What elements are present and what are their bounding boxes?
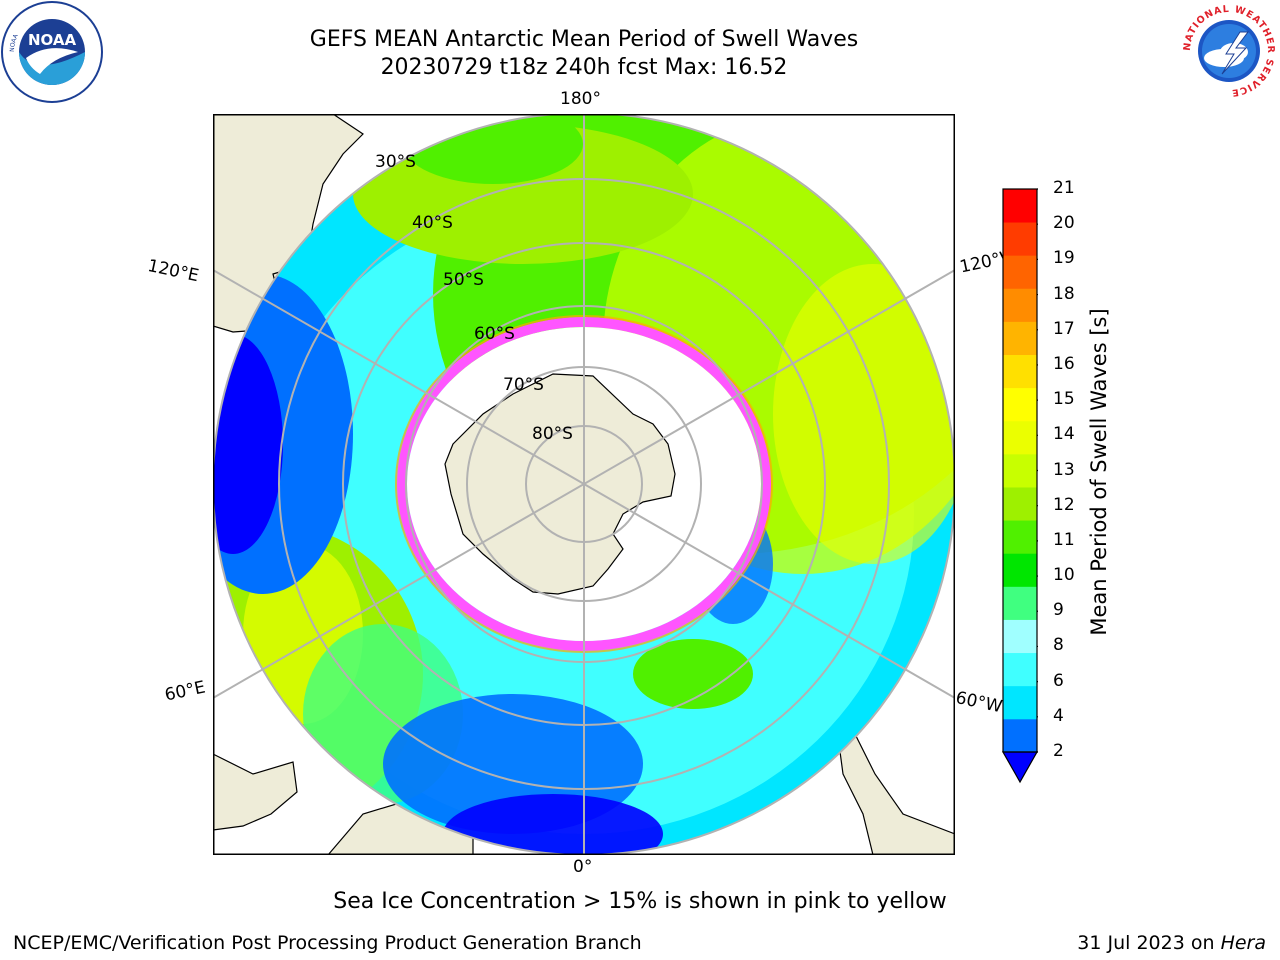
- colorbar-tick-label: 4: [1053, 705, 1064, 726]
- colorbar-cell: [1003, 685, 1037, 720]
- svg-text:NOAA: NOAA: [28, 31, 77, 49]
- lat-label-60s: 60°S: [474, 324, 515, 344]
- lat-label-50s: 50°S: [443, 270, 484, 290]
- lon-label-0: 0°: [573, 857, 593, 877]
- colorbar-tick-label: 11: [1053, 529, 1075, 550]
- colorbar: [1002, 188, 1038, 784]
- lat-label-30s: 30°S: [375, 152, 416, 172]
- lon-label-180: 180°: [560, 89, 601, 109]
- colorbar-title: Mean Period of Swell Waves [s]: [1087, 308, 1111, 636]
- colorbar-cell: [1003, 652, 1037, 687]
- date-line: 31 Jul 2023 on Hera: [1077, 932, 1266, 954]
- colorbar-cell: [1003, 487, 1037, 521]
- colorbar-cell: [1003, 718, 1037, 753]
- lon-label-120e: 120°E: [145, 256, 201, 287]
- nws-logo: NATIONAL WEATHER SERVICE: [1180, 2, 1278, 100]
- colorbar-cell: [1003, 354, 1037, 389]
- noaa-logo: NOAA NOAA: [1, 1, 103, 103]
- colorbar-cell: [1003, 619, 1037, 654]
- lat-label-40s: 40°S: [412, 213, 453, 233]
- colorbar-tick-label: 17: [1053, 318, 1075, 339]
- colorbar-cell: [1003, 222, 1037, 256]
- colorbar-tick-label: 12: [1053, 494, 1075, 515]
- colorbar-cell: [1003, 453, 1037, 488]
- colorbar-tick-label: 19: [1053, 248, 1075, 269]
- colorbar-extend-arrow: [1002, 751, 1038, 784]
- antarctica: [444, 373, 676, 595]
- credit-line: NCEP/EMC/Verification Post Processing Pr…: [13, 932, 642, 954]
- lat-label-70s: 70°S: [503, 375, 544, 395]
- colorbar-tick-label: 15: [1053, 389, 1075, 410]
- colorbar-tick-label: 10: [1053, 565, 1075, 586]
- sea-ice-note: Sea Ice Concentration > 15% is shown in …: [333, 889, 947, 914]
- lon-label-60w: 60°W: [953, 688, 1004, 718]
- colorbar-tick-label: 8: [1053, 635, 1064, 656]
- colorbar-tick-label: 18: [1053, 283, 1075, 304]
- date-text: 31 Jul 2023 on: [1077, 932, 1221, 954]
- polar-map: [213, 114, 955, 855]
- colorbar-tick-label: 16: [1053, 353, 1075, 374]
- host-name: Hera: [1220, 932, 1266, 954]
- colorbar-tick-label: 9: [1053, 600, 1064, 621]
- graticule: [213, 114, 955, 855]
- lon-label-60e: 60°E: [163, 677, 208, 706]
- chart-subtitle: 20230729 t18z 240h fcst Max: 16.52: [380, 55, 788, 80]
- colorbar-cell: [1003, 586, 1037, 620]
- chart-title: GEFS MEAN Antarctic Mean Period of Swell…: [309, 27, 859, 52]
- colorbar-cell: [1003, 520, 1037, 554]
- svg-text:NOAA: NOAA: [9, 32, 20, 52]
- colorbar-tick-label: 2: [1053, 741, 1064, 761]
- colorbar-cell: [1003, 420, 1037, 455]
- colorbar-cell: [1003, 387, 1037, 422]
- colorbar-tick-label: 20: [1053, 213, 1075, 234]
- lat-label-80s: 80°S: [532, 424, 573, 444]
- colorbar-cell: [1003, 288, 1037, 322]
- colorbar-cell: [1003, 321, 1037, 355]
- colorbar-cell: [1003, 255, 1037, 289]
- colorbar-cell: [1003, 189, 1037, 223]
- colorbar-tick-label: 13: [1053, 459, 1075, 480]
- colorbar-tick-label: 14: [1053, 424, 1075, 445]
- colorbar-cell: [1003, 553, 1037, 587]
- colorbar-tick-label: 21: [1053, 178, 1075, 198]
- colorbar-tick-label: 6: [1053, 670, 1064, 691]
